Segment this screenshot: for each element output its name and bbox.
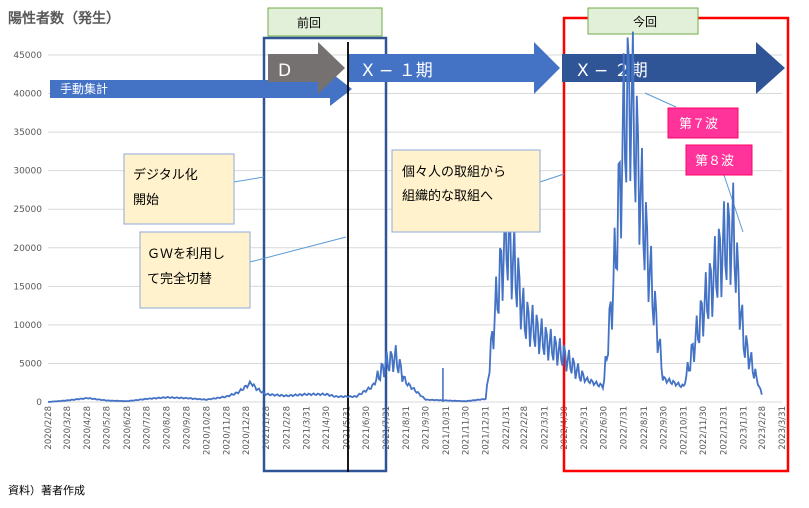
- phase-x1-arrow: [348, 42, 560, 94]
- x-tick-label: 2021/12/31: [482, 406, 492, 455]
- callout-digital-line-2: 開始: [133, 193, 159, 208]
- current-label: 今回: [633, 14, 657, 29]
- source-note: 資料）著者作成: [8, 483, 85, 497]
- y-tick-label: 35000: [13, 128, 42, 138]
- x-tick-label: 2022/5/31: [580, 406, 590, 450]
- series-group: [47, 31, 763, 403]
- x-tick-label: 2023/1/31: [740, 406, 750, 450]
- x-tick-label: 2022/3/31: [540, 406, 550, 450]
- x-tick-label: 2020/5/28: [103, 406, 113, 450]
- callout-gw-line-1: ＧＷを利用し: [147, 247, 225, 262]
- phase-x2-label: X − ２期: [577, 61, 648, 81]
- x-tick-label: 2023/2/28: [758, 406, 768, 450]
- y-tick-label: 20000: [13, 244, 42, 254]
- x-tick-label: 2021/11/30: [461, 406, 471, 455]
- y-tick-label: 15000: [13, 282, 42, 292]
- callout-gw-line-2: て完全切替: [147, 271, 212, 287]
- wave7-connector: [644, 92, 677, 108]
- previous-label: 前回: [297, 15, 321, 30]
- x-tick-label: 2022/10/31: [680, 406, 690, 455]
- x-tick-label: 2022/9/30: [659, 406, 669, 450]
- previous-label-box: [267, 7, 383, 37]
- x-tick-label: 2021/6/30: [362, 406, 372, 450]
- callout-digital-box: [123, 153, 235, 225]
- x-tick-label: 2022/1/31: [502, 406, 512, 450]
- current-period-box: [562, 16, 790, 473]
- x-tick-label: 2020/8/28: [163, 406, 173, 450]
- x-tick-label: 2021/4/30: [322, 406, 332, 450]
- callout-connector-3: [539, 173, 565, 183]
- x-tick-label: 2021/9/30: [422, 406, 432, 450]
- x-tick-label: 2023/3/31: [778, 406, 788, 450]
- x-tick-label: 2020/6/28: [123, 406, 133, 450]
- wave8-box: [685, 144, 753, 176]
- x-tick-label: 2022/8/31: [640, 406, 650, 450]
- manual-count-label: 手動集計: [60, 81, 108, 96]
- x-tick-label: 2022/11/30: [699, 406, 709, 455]
- callout-organization-line-1: 個々人の取組から: [402, 165, 506, 180]
- x-tick-label: 2021/2/28: [282, 406, 292, 450]
- x-tick-label: 2020/12/28: [242, 406, 252, 455]
- x-tick-label: 2020/3/28: [63, 406, 73, 450]
- y-tick-label: 30000: [13, 167, 42, 177]
- x-tick-label: 2020/9/28: [183, 406, 193, 450]
- x-tick-label: 2020/2/28: [44, 406, 54, 450]
- y-axis-ticks: 0 5000 10000 15000 20000 25000 30000 35000 40000…: [13, 51, 42, 408]
- y-tick-label: 0: [36, 398, 42, 408]
- callout-connector-2: [249, 236, 347, 263]
- wave7-box: [667, 107, 739, 139]
- x-tick-label: 2021/1/28: [262, 406, 272, 450]
- callout-gw-box: [139, 231, 251, 309]
- wave7-label: 第７波: [679, 117, 718, 132]
- x-tick-label: 2020/10/28: [202, 406, 212, 455]
- x-tick-label: 2021/10/31: [442, 406, 452, 455]
- x-axis-ticks: 2020/2/28 2020/3/28 2020/4/28 2020/5/28 2020…: [44, 406, 788, 455]
- callout-organization-box: [391, 149, 541, 233]
- y-tick-label: 5000: [19, 359, 42, 369]
- x-tick-label: 2022/6/30: [600, 406, 610, 450]
- current-label-box: [587, 7, 699, 35]
- phase-x1-label: X − １期: [362, 61, 433, 81]
- phase-d-label: D: [278, 61, 291, 81]
- x-tick-label: 2021/3/31: [303, 406, 313, 450]
- y-tick-label: 40000: [13, 90, 42, 100]
- y-tick-label: 45000: [13, 51, 42, 61]
- phase-x2-arrow: [562, 42, 785, 94]
- previous-period-box: [262, 36, 388, 473]
- y-tick-label: 10000: [13, 321, 42, 331]
- x-tick-label: 2022/7/31: [620, 406, 630, 450]
- x-tick-label: 2020/4/28: [83, 406, 93, 450]
- chart-title: 陽性者数（発生）: [8, 10, 120, 27]
- wave8-label: 第８波: [695, 154, 734, 169]
- callout-organization-line-2: 組織的な取組へ: [402, 188, 493, 204]
- y-tick-label: 25000: [13, 205, 42, 215]
- callout-digital-line-1: デジタル化: [133, 167, 198, 183]
- series-line: [47, 31, 763, 403]
- callout-connector-1: [233, 176, 265, 183]
- x-tick-label: 2022/12/31: [719, 406, 729, 455]
- x-tick-label: 2022/2/28: [520, 406, 530, 450]
- x-tick-label: 2021/8/31: [402, 406, 412, 450]
- phase-d-arrow: [268, 42, 345, 94]
- x-tick-label: 2020/11/28: [222, 406, 232, 455]
- x-tick-label: 2020/7/28: [142, 406, 152, 450]
